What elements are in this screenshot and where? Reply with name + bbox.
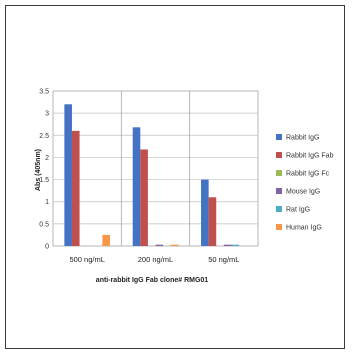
y-axis-ticks: 0 0.5 1 1.5 2 2.5 3 3.5 <box>39 89 49 251</box>
legend-swatch <box>276 170 282 176</box>
y-tick-label: 3 <box>45 111 49 118</box>
bar <box>71 130 80 246</box>
x-category-label: 50 ng/mL <box>208 255 239 264</box>
x-axis-label: anti-rabbit IgG Fab clone# RMG01 <box>96 277 209 284</box>
bar <box>102 234 110 246</box>
bar <box>132 127 141 246</box>
legend-swatch <box>276 206 282 212</box>
y-axis-label: Abs (405nm) <box>35 149 42 191</box>
plot-border <box>52 90 259 247</box>
legend-label: Rabbit IgG <box>286 135 319 142</box>
y-tick-label: 0.5 <box>39 221 49 228</box>
bar <box>155 244 164 246</box>
x-category-label: 500 ng/mL <box>69 255 104 264</box>
bar <box>140 149 148 246</box>
y-tick-label: 0 <box>45 244 49 251</box>
legend-label: Human IgG <box>286 225 322 232</box>
bar <box>208 197 217 246</box>
y-tick-label: 1 <box>45 199 49 206</box>
x-category-label: 200 ng/mL <box>138 255 173 264</box>
bar <box>64 104 72 247</box>
legend-label: Rabbit IgG Fc <box>286 171 330 178</box>
legend-label: Rabbit IgG Fab <box>286 153 334 160</box>
legend-swatch <box>276 224 282 230</box>
legend-swatch <box>276 134 282 140</box>
legend-label: Rat IgG <box>286 207 310 214</box>
bars-group <box>64 104 240 247</box>
legend-swatch <box>276 188 282 194</box>
legend-swatch <box>276 152 282 158</box>
bar <box>201 179 209 246</box>
y-tick-label: 1.5 <box>39 177 49 184</box>
legend: Rabbit IgG Rabbit IgG Fab Rabbit IgG Fc Mou… <box>276 134 334 232</box>
y-tick-label: 3.5 <box>39 89 49 96</box>
y-tick-label: 2.5 <box>39 133 49 140</box>
plot-area <box>52 90 259 247</box>
legend-label: Mouse IgG <box>286 189 320 196</box>
bar <box>170 244 179 246</box>
bar <box>223 244 232 246</box>
bar <box>231 244 240 246</box>
y-tick-label: 2 <box>45 155 49 162</box>
x-axis-categories: 500 ng/mL 200 ng/mL 50 ng/mL <box>69 255 239 264</box>
